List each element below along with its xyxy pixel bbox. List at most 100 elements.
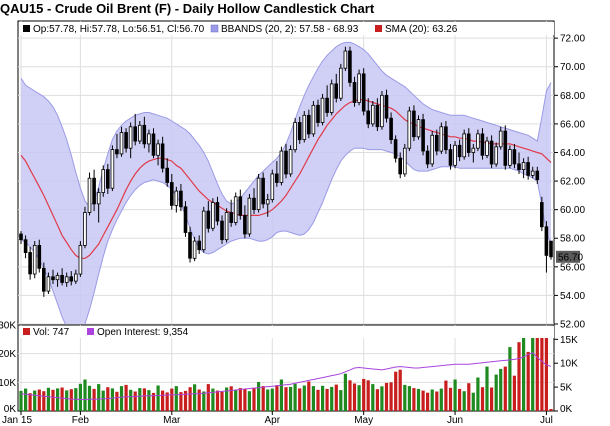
volume-bar <box>133 391 137 411</box>
price-tick-label: 62.00 <box>560 177 585 188</box>
date-tick-label: Mar <box>163 415 181 426</box>
volume-tick-label: 0K <box>4 404 17 415</box>
candle-body <box>293 122 297 151</box>
volume-bar <box>69 389 73 411</box>
candle-body <box>402 147 407 175</box>
volume-bar <box>183 390 188 411</box>
volume-tick-label: 30K <box>0 321 16 332</box>
volume-bar <box>444 380 448 411</box>
volume-bar <box>503 366 507 411</box>
candle-body <box>306 114 311 135</box>
volume-bar <box>247 391 251 411</box>
volume-bar <box>42 391 46 411</box>
chart-title: QAU15 - Crude Oil Brent (F) - Daily Holl… <box>0 1 375 16</box>
volume-bar <box>284 387 288 411</box>
volume-bar <box>202 391 206 411</box>
candle-body <box>448 149 453 166</box>
volume-legend: Vol: 747 Open Interest: 9,354 <box>19 326 554 338</box>
date-tick-label: Feb <box>72 415 90 426</box>
candle-body <box>42 267 46 292</box>
volume-bar <box>119 386 124 411</box>
volume-y-axis-left: 30K 20K 10K 0K <box>0 321 16 416</box>
price-tick-label: 64.00 <box>560 148 585 159</box>
candle-body <box>544 226 549 256</box>
volume-bar <box>458 388 462 411</box>
date-x-axis: Jan 15 Feb Mar Apr May Jun Jul <box>2 411 553 426</box>
volume-bar <box>448 387 453 411</box>
candle-body <box>421 119 425 152</box>
price-tick-label: 56.00 <box>560 262 585 273</box>
candle-body <box>60 274 64 283</box>
candle-body <box>23 239 28 253</box>
volume-bar <box>421 390 425 411</box>
volume-bar <box>56 388 60 411</box>
candle-body <box>55 274 60 281</box>
candle-body <box>434 134 439 152</box>
candle-body <box>270 173 275 200</box>
volume-bar <box>87 385 92 411</box>
date-tick-label: Jan 15 <box>2 415 32 426</box>
volume-legend-swatch <box>23 328 30 335</box>
volume-bar <box>512 375 516 411</box>
candle-body <box>265 199 270 205</box>
volume-bar <box>426 392 430 411</box>
volume-bar <box>307 381 311 411</box>
volume-bar <box>193 384 197 411</box>
candle-body <box>201 210 206 251</box>
volume-bar <box>289 386 293 411</box>
volume-bar <box>380 386 384 411</box>
volume-bar <box>371 384 375 411</box>
volume-bar <box>384 382 389 411</box>
volume-bar <box>156 385 160 411</box>
volume-bar <box>343 373 347 411</box>
date-tick-label: Jun <box>447 415 463 426</box>
candle-body <box>74 273 78 282</box>
candle-body <box>261 177 265 205</box>
candle-body <box>211 202 215 229</box>
candle-body <box>530 170 535 176</box>
volume-bar <box>302 385 306 411</box>
volume-bar <box>398 369 402 411</box>
volume-bar <box>517 342 521 411</box>
volume-bar <box>37 389 41 411</box>
candle-body <box>197 240 202 251</box>
date-tick-label: Apr <box>265 415 281 426</box>
candle-body <box>366 110 370 125</box>
open-interest-legend: Open Interest: 9,354 <box>97 327 189 338</box>
volume-bar <box>494 374 498 411</box>
volume-bar <box>321 385 325 411</box>
volume-bar <box>535 334 539 411</box>
candle-body <box>229 212 234 223</box>
candle-body <box>489 140 494 165</box>
candle-body <box>87 177 92 213</box>
candle-body <box>352 82 357 103</box>
last-price-label: 56.70 <box>558 252 583 263</box>
volume-bar <box>462 391 466 411</box>
candle-body <box>425 150 430 165</box>
candle-body <box>110 149 115 189</box>
volume-bar <box>522 337 526 411</box>
ohlc-legend: Op:57.78, Hi:57.78, Lo:56.51, Cl:56.70 <box>33 24 205 35</box>
volume-bar <box>229 386 233 411</box>
volume-bar <box>316 389 320 411</box>
volume-bar <box>480 387 485 411</box>
volume-bar <box>24 388 28 411</box>
candle-body <box>485 140 489 156</box>
open-interest-legend-swatch <box>87 328 94 335</box>
open-interest-tick-label: 0K <box>560 404 573 415</box>
open-interest-y-axis-right: 15K 10K 5K 0K <box>554 335 578 415</box>
volume-bar <box>435 391 439 411</box>
candle-body <box>183 206 188 233</box>
candle-body <box>188 232 192 259</box>
candle-body <box>384 94 389 119</box>
volume-bar <box>389 382 393 411</box>
candle-body <box>370 104 375 125</box>
volume-bar <box>362 378 366 411</box>
bbands-legend-swatch <box>210 24 219 33</box>
candle-body <box>416 119 421 138</box>
volume-bar <box>261 386 265 411</box>
volume-bar <box>412 388 416 411</box>
price-tick-label: 54.00 <box>560 291 585 302</box>
candle-body <box>147 133 151 145</box>
volume-bar <box>211 388 215 411</box>
